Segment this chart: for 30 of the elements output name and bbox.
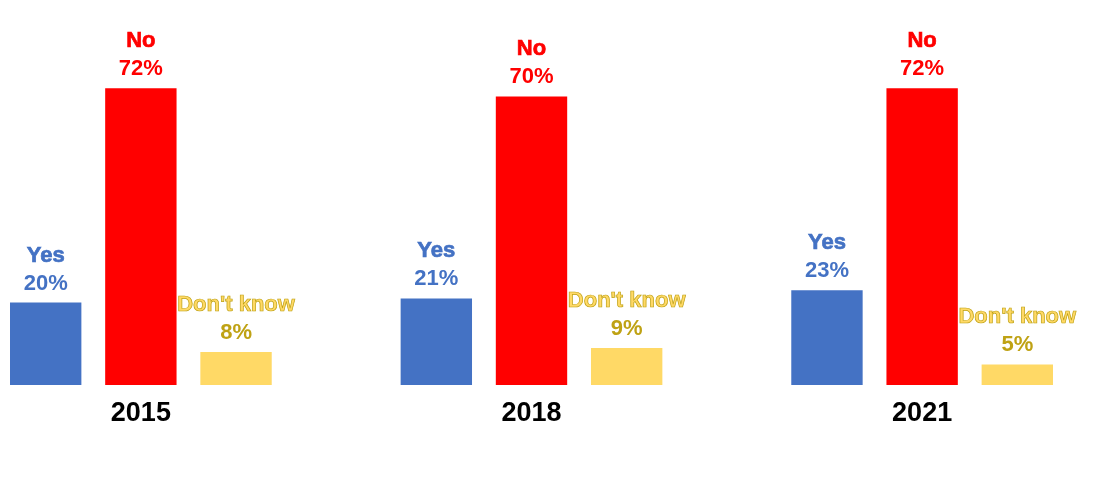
series-label: Don't know — [177, 291, 296, 317]
series-label: No — [126, 27, 156, 53]
data-label: 70% — [509, 63, 554, 89]
bar — [200, 352, 272, 385]
text: No — [516, 35, 547, 61]
data-label: 72% — [118, 55, 163, 81]
text: No — [907, 27, 937, 53]
data-label: 5% — [1001, 331, 1034, 357]
data-label: 21% — [414, 265, 459, 291]
data-label: 72% — [900, 55, 945, 81]
bar — [791, 290, 863, 385]
bar — [495, 96, 568, 385]
bar — [981, 364, 1053, 385]
x-tick-label: 2015 — [110, 396, 171, 427]
text: Don't know — [567, 286, 686, 312]
text: Yes — [417, 237, 456, 263]
bar — [886, 88, 958, 385]
data-label: 8% — [220, 319, 252, 345]
x-tick-label: 2018 — [501, 396, 562, 427]
x-tick-label: 2021 — [892, 396, 953, 427]
data-label: 20% — [23, 269, 68, 295]
bar — [10, 302, 82, 385]
data-label: 23% — [804, 257, 849, 283]
text: Yes — [807, 229, 846, 255]
text: Don't know — [958, 303, 1077, 329]
bar — [400, 298, 473, 385]
bar — [105, 88, 177, 385]
bar — [590, 347, 663, 385]
series-label: Yes — [26, 241, 65, 267]
data-label: 9% — [610, 314, 643, 340]
